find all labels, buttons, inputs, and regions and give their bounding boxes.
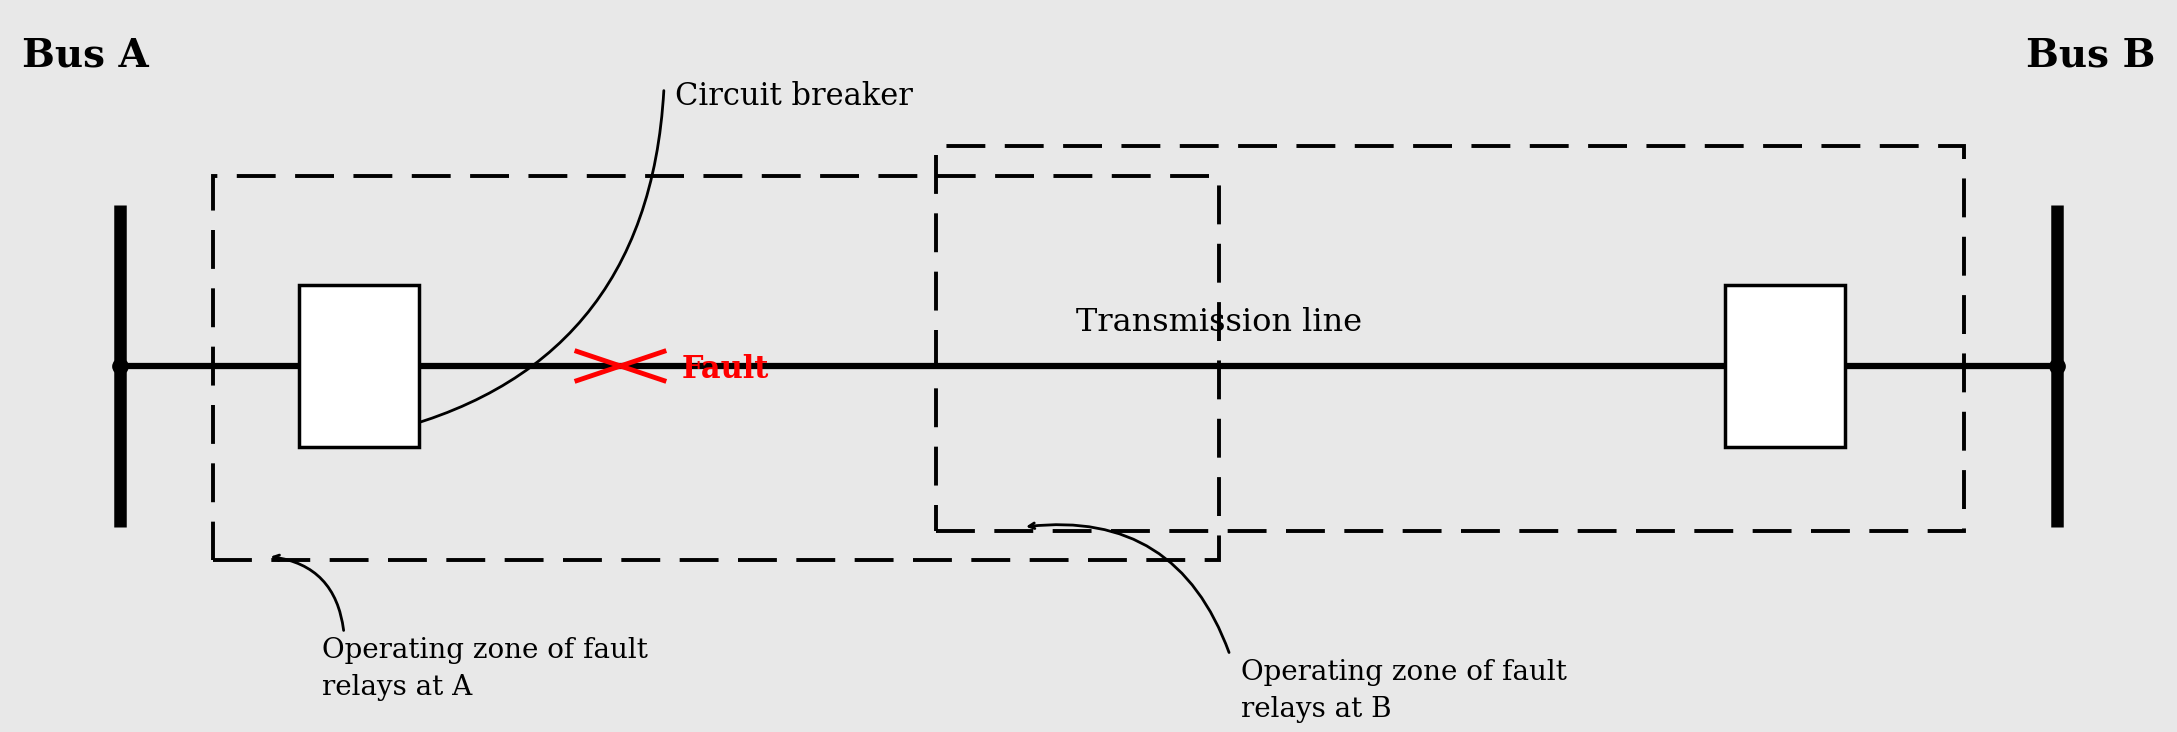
Text: Transmission line: Transmission line (1075, 307, 1363, 337)
Bar (1724, 285, 1846, 447)
Text: Operating zone of fault
relays at A: Operating zone of fault relays at A (322, 637, 649, 701)
Text: Bus B: Bus B (2027, 37, 2155, 75)
Text: Operating zone of fault
relays at B: Operating zone of fault relays at B (1241, 659, 1567, 723)
Text: Fault: Fault (681, 354, 768, 385)
Text: Bus A: Bus A (22, 37, 148, 75)
Bar (936, 146, 1964, 531)
Bar (213, 176, 1219, 560)
Bar (300, 285, 418, 447)
Text: Circuit breaker: Circuit breaker (675, 81, 912, 111)
